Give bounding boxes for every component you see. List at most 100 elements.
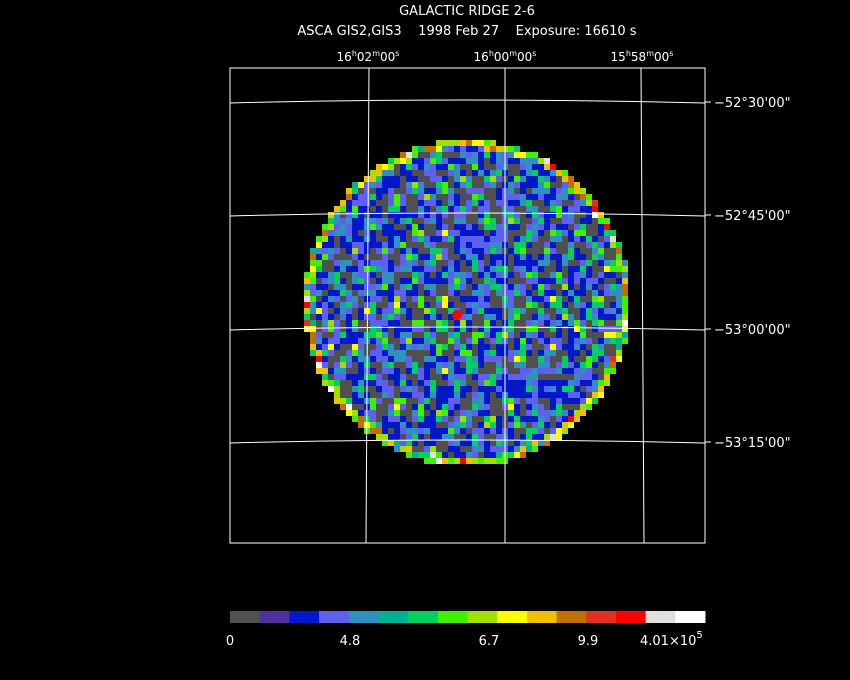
pixel [454,158,460,164]
pixel [484,224,490,230]
pixel [562,284,568,290]
pixel [346,248,352,254]
pixel [418,440,424,446]
pixel [466,434,472,440]
pixel [442,158,448,164]
pixel [304,302,310,308]
pixel [484,362,490,368]
pixel [394,332,400,338]
axis-labels: 16h02m00s 16h00m00s 15h58m00s−52°30'00"−52… [337,49,791,451]
pixel [412,428,418,434]
pixel [412,332,418,338]
pixel [514,176,520,182]
pixel [376,284,382,290]
pixel [556,398,562,404]
pixel [490,254,496,260]
pixel [394,314,400,320]
pixel [448,284,454,290]
pixel [526,440,532,446]
pixel [382,362,388,368]
pixel [442,206,448,212]
pixel [382,278,388,284]
pixel [460,386,466,392]
pixel [382,416,388,422]
pixel [466,194,472,200]
pixel [394,254,400,260]
pixel [592,380,598,386]
pixel [538,392,544,398]
pixel [448,458,454,464]
pixel [328,296,334,302]
pixel [418,176,424,182]
pixel [406,170,412,176]
colorbar-swatch [437,611,468,623]
pixel [514,230,520,236]
pixel [352,410,358,416]
pixel [598,248,604,254]
pixel [490,296,496,302]
pixel [490,302,496,308]
pixel [436,350,442,356]
pixel [616,332,622,338]
pixel [388,248,394,254]
pixel [340,308,346,314]
pixel [460,254,466,260]
pixel [484,338,490,344]
pixel [424,332,430,338]
grid-line [640,67,645,544]
pixel [448,140,454,146]
pixel [340,320,346,326]
pixel [496,254,502,260]
pixel [406,266,412,272]
pixel [328,350,334,356]
pixel [388,386,394,392]
pixel [484,236,490,242]
pixel [406,416,412,422]
pixel [568,374,574,380]
pixel [346,200,352,206]
pixel [460,308,466,314]
colorbar-swatch [467,611,498,623]
pixel [586,260,592,266]
pixel [508,260,514,266]
pixel [316,284,322,290]
pixel [400,386,406,392]
pixel [430,350,436,356]
pixel [448,296,454,302]
pixel [580,242,586,248]
pixel [556,272,562,278]
pixel [604,278,610,284]
pixel [376,404,382,410]
pixel [610,272,616,278]
ra-label: 15h58m00s [611,49,674,64]
pixel [472,344,478,350]
pixel [454,254,460,260]
pixel [520,188,526,194]
pixel [436,188,442,194]
pixel [496,260,502,266]
pixel [370,326,376,332]
pixel [352,212,358,218]
pixel [568,206,574,212]
pixel [484,248,490,254]
pixel [442,332,448,338]
pixel [358,278,364,284]
pixel [388,356,394,362]
pixel [508,188,514,194]
pixel [448,368,454,374]
pixel [556,332,562,338]
pixel [544,272,550,278]
pixel [364,194,370,200]
pixel [580,200,586,206]
pixel [472,218,478,224]
pixel [352,230,358,236]
pixel [508,416,514,422]
pixel [604,290,610,296]
pixel [580,236,586,242]
pixel [544,170,550,176]
colorbar-swatch [378,611,409,623]
pixel [322,296,328,302]
pixel [352,218,358,224]
pixel [556,302,562,308]
pixel [352,416,358,422]
